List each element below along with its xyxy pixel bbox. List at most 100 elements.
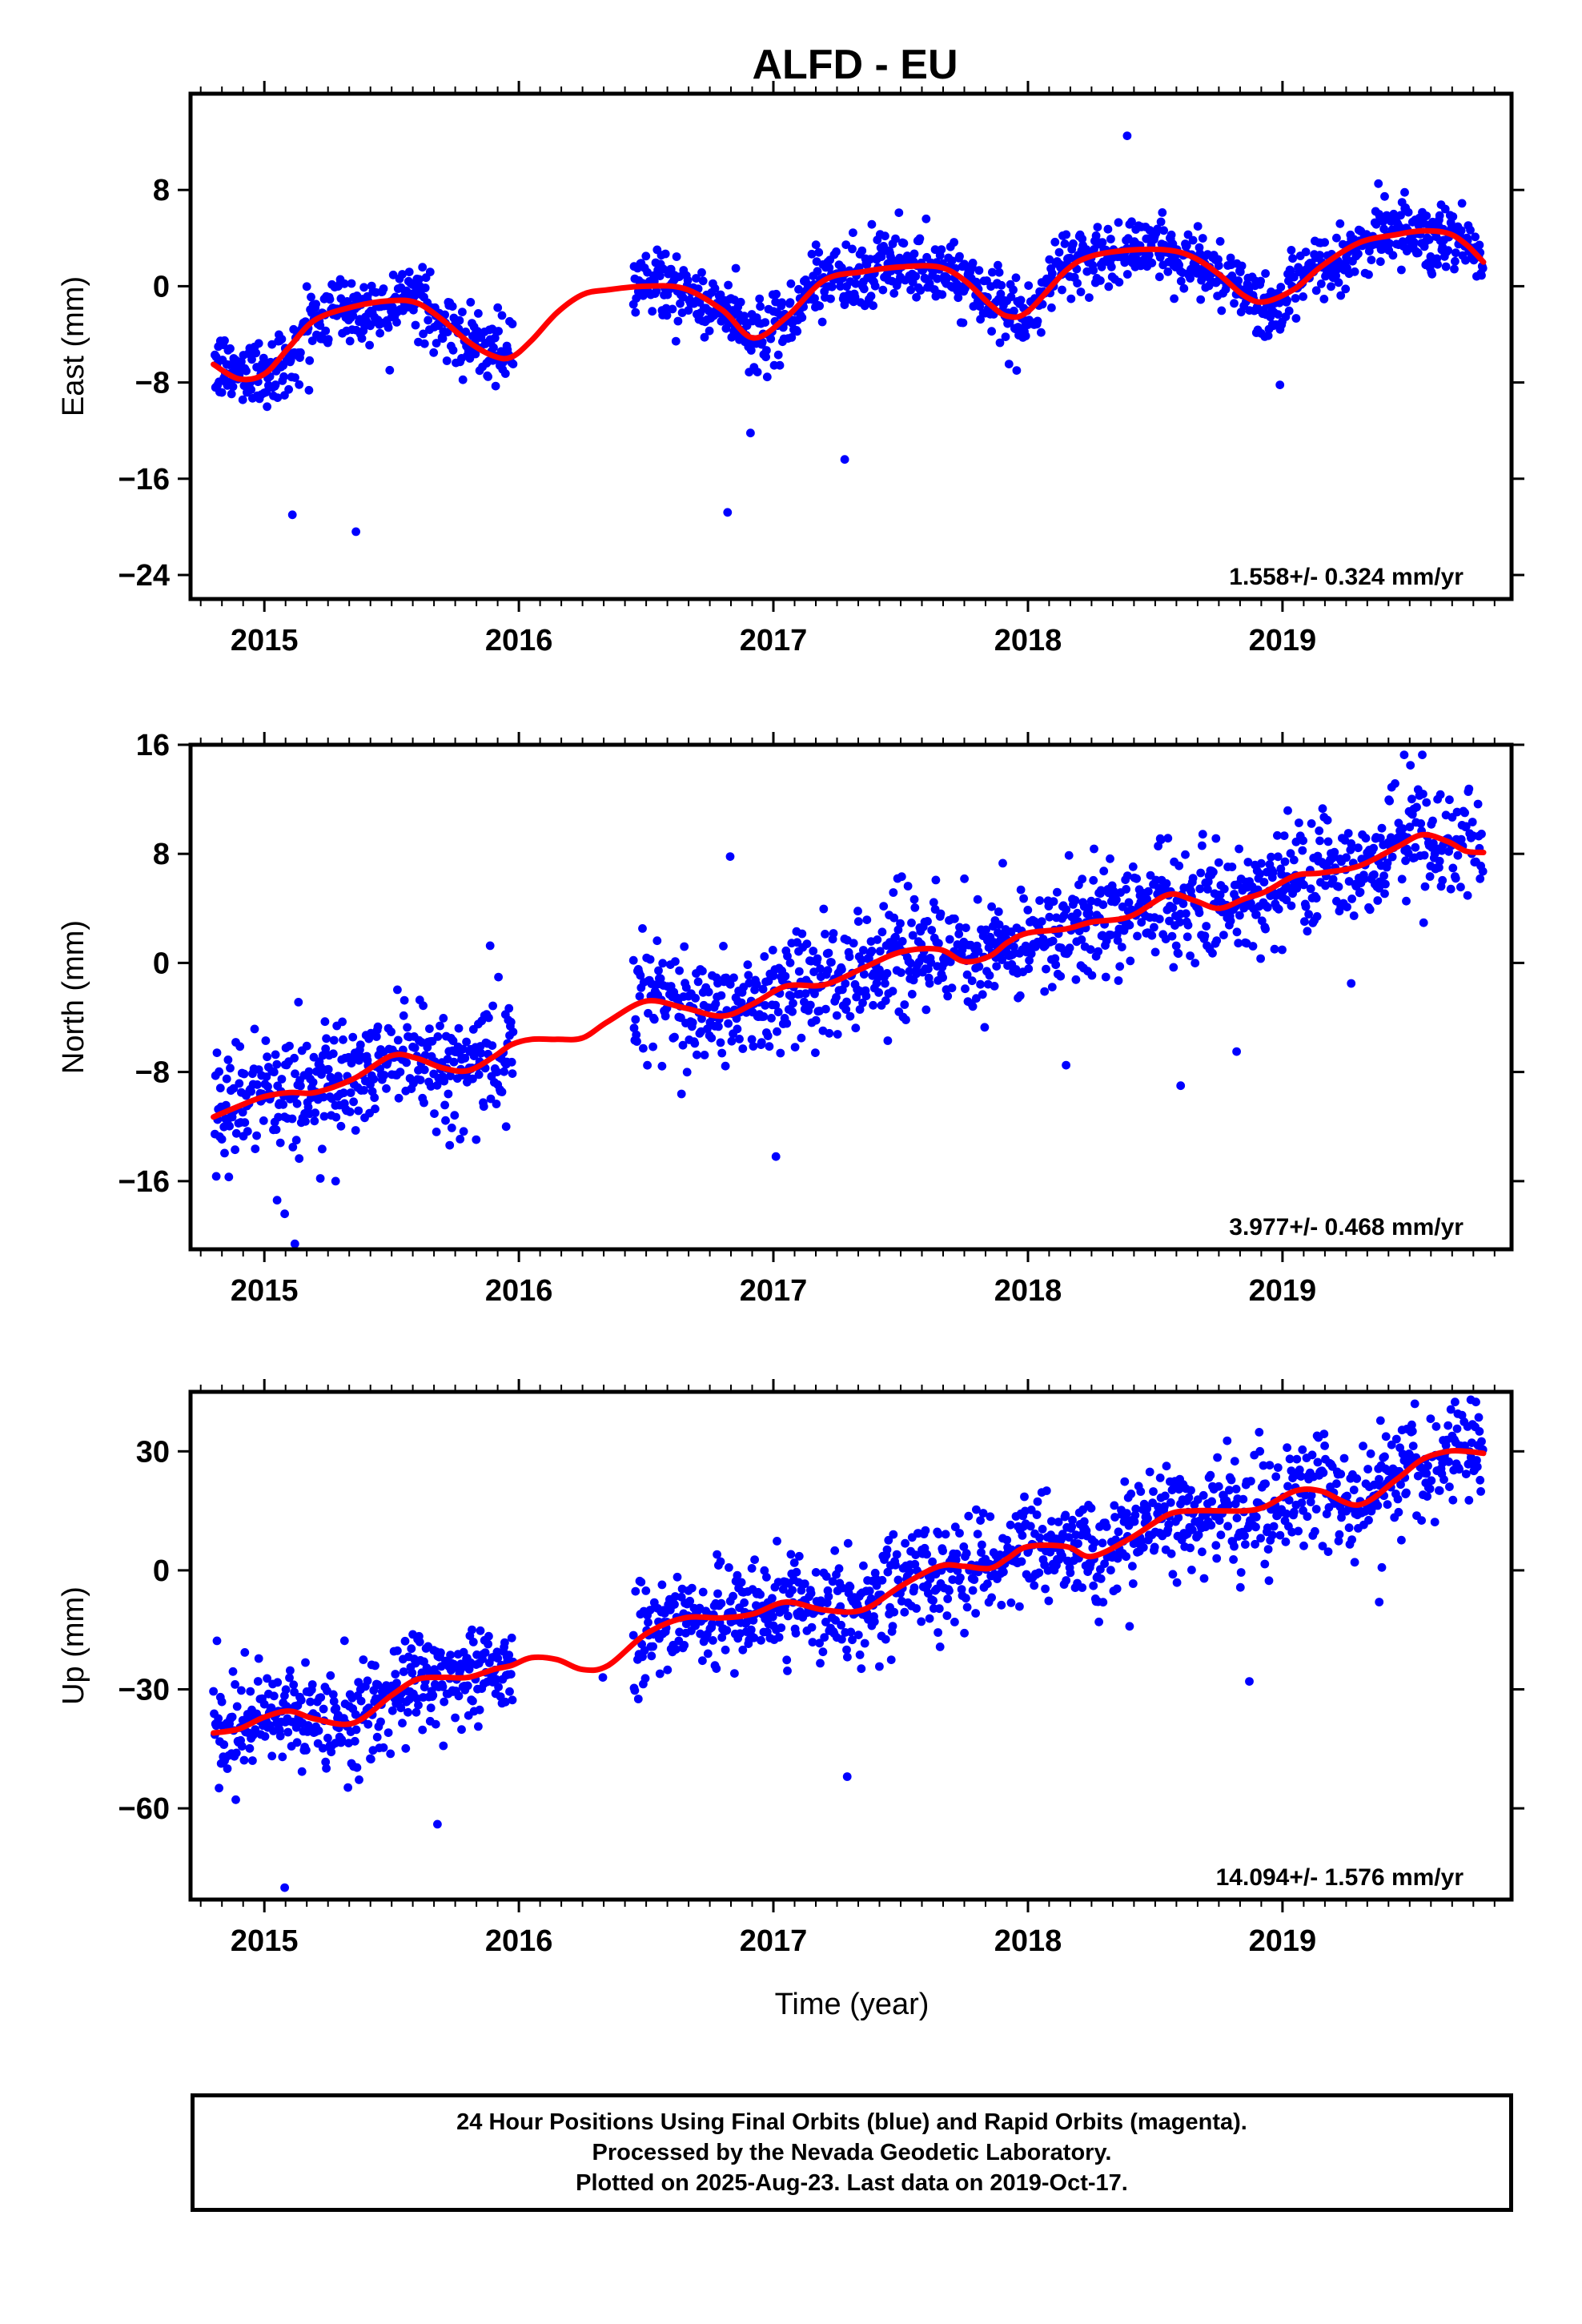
- up-data-point: [999, 1567, 1008, 1577]
- north-data-point: [1435, 856, 1444, 866]
- up-data-point: [921, 1526, 930, 1535]
- east-y-tick-label: 8: [153, 174, 170, 207]
- east-x-tick-label: 2016: [485, 624, 553, 657]
- east-data-point: [762, 372, 772, 382]
- up-data-point: [1160, 1502, 1169, 1511]
- up-data-point: [1475, 1427, 1484, 1436]
- up-data-point: [1138, 1542, 1148, 1552]
- north-data-point: [1144, 887, 1153, 896]
- east-y-tick-label: −24: [118, 559, 170, 593]
- up-data-point: [730, 1669, 739, 1679]
- east-data-point: [1389, 209, 1399, 219]
- east-data-point: [797, 313, 807, 322]
- east-outlier-point: [1122, 131, 1132, 141]
- up-data-point: [1241, 1540, 1250, 1549]
- north-data-point: [417, 1038, 427, 1047]
- east-data-point: [489, 343, 498, 352]
- up-data-point: [760, 1566, 769, 1575]
- up-data-point: [1251, 1512, 1261, 1522]
- north-outlier-point: [1347, 979, 1356, 988]
- east-data-point: [1283, 296, 1291, 305]
- up-data-point: [1339, 1454, 1349, 1463]
- east-data-point: [1380, 191, 1389, 201]
- up-data-point: [869, 1617, 879, 1626]
- north-data-point: [752, 979, 761, 989]
- north-data-point: [945, 935, 954, 944]
- up-data-point: [237, 1742, 247, 1751]
- east-data-point: [1104, 282, 1114, 292]
- up-data-point: [837, 1620, 845, 1630]
- up-data-point: [1446, 1405, 1456, 1414]
- east-data-point: [251, 348, 261, 358]
- east-data-point: [867, 219, 877, 229]
- up-data-point: [245, 1743, 255, 1753]
- north-data-point: [215, 1067, 223, 1076]
- north-data-point: [402, 1058, 412, 1068]
- up-data-point: [1373, 1501, 1383, 1510]
- up-data-point: [371, 1661, 379, 1671]
- up-data-point: [725, 1563, 733, 1572]
- north-data-point: [211, 1172, 221, 1181]
- north-data-point: [936, 909, 946, 919]
- up-data-point: [1086, 1503, 1096, 1513]
- up-data-point: [962, 1549, 971, 1558]
- north-data-point: [1380, 889, 1389, 899]
- east-data-point: [1301, 247, 1311, 256]
- north-data-point: [416, 1076, 425, 1084]
- north-data-point: [1195, 884, 1205, 894]
- up-data-point: [1283, 1482, 1292, 1491]
- north-data-point: [292, 1099, 302, 1108]
- up-data-point: [1391, 1434, 1401, 1444]
- up-data-point: [687, 1583, 697, 1593]
- north-data-point: [1048, 936, 1058, 946]
- up-data-point: [893, 1575, 903, 1585]
- up-data-point: [1120, 1477, 1130, 1486]
- east-data-point: [697, 267, 706, 277]
- up-outlier-point: [433, 1819, 442, 1829]
- east-data-point: [1441, 262, 1451, 271]
- up-data-point: [1034, 1568, 1044, 1578]
- north-data-point: [225, 1121, 234, 1131]
- up-data-point: [1448, 1495, 1458, 1505]
- north-outlier-point: [1062, 1060, 1070, 1070]
- east-data-point: [668, 304, 677, 314]
- north-data-point: [318, 1144, 327, 1154]
- north-data-point: [832, 993, 841, 1002]
- east-data-point: [458, 308, 467, 316]
- up-data-point: [1269, 1522, 1279, 1531]
- north-data-point: [290, 1053, 299, 1063]
- up-data-point: [399, 1667, 408, 1676]
- east-data-point: [814, 247, 824, 257]
- up-data-point: [337, 1735, 347, 1744]
- east-data-point: [305, 356, 315, 365]
- north-data-point: [1280, 857, 1290, 866]
- up-data-point: [1090, 1538, 1099, 1547]
- north-data-point: [285, 1041, 294, 1051]
- up-data-point: [773, 1537, 781, 1546]
- up-outlier-point: [1375, 1598, 1384, 1606]
- east-data-point: [937, 245, 946, 254]
- up-data-point: [398, 1719, 407, 1728]
- up-data-point: [1455, 1465, 1464, 1474]
- north-data-point: [436, 1021, 444, 1031]
- up-data-point: [212, 1636, 222, 1646]
- east-data-point: [1367, 255, 1376, 264]
- north-data-point: [757, 1038, 766, 1047]
- up-data-point: [414, 1700, 423, 1710]
- north-data-point: [486, 1094, 496, 1104]
- up-data-point: [987, 1593, 996, 1602]
- north-data-point: [833, 1030, 842, 1039]
- up-data-point: [889, 1607, 899, 1617]
- up-data-point: [386, 1749, 396, 1759]
- north-data-point: [1259, 878, 1269, 887]
- east-data-point: [1076, 287, 1086, 296]
- north-data-point: [446, 1072, 455, 1080]
- up-data-point: [376, 1717, 385, 1727]
- north-outlier-point: [1176, 1081, 1186, 1091]
- up-data-point: [729, 1591, 737, 1601]
- north-data-point: [714, 1022, 723, 1031]
- east-data-point: [1009, 285, 1018, 295]
- up-data-point: [1464, 1496, 1474, 1505]
- up-data-point: [1032, 1510, 1042, 1519]
- east-ticks: 2015 2016 2017 2018 2019−24−16−808: [118, 81, 1524, 657]
